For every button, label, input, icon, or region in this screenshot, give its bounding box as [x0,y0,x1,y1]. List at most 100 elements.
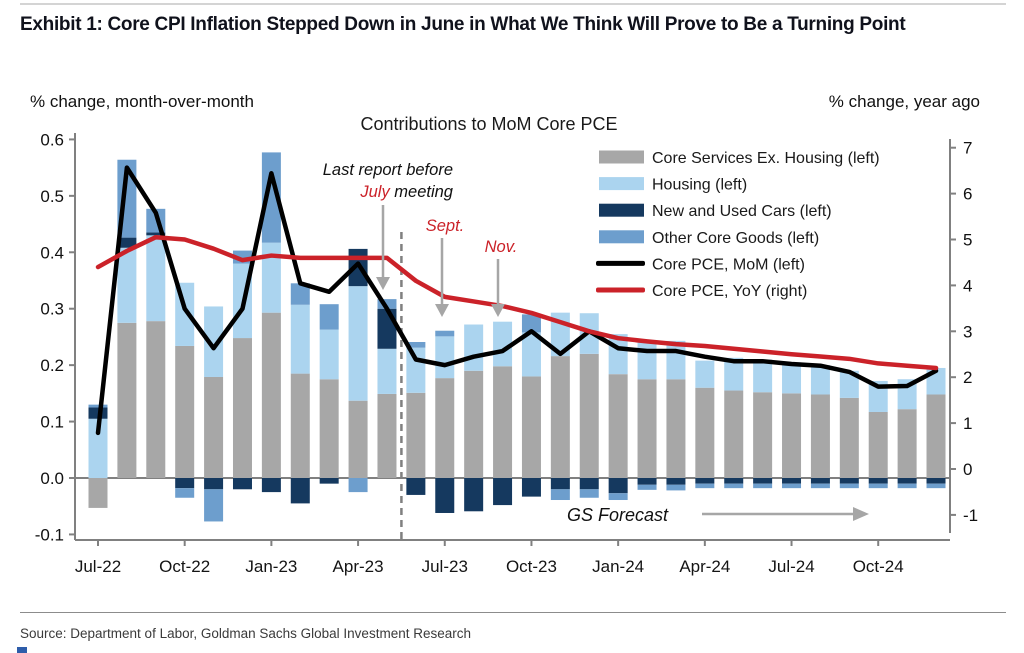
left-tick-label: 0.0 [40,469,64,488]
bar-segment-negative [88,478,108,508]
bar-segment [464,324,484,371]
annotation-arrow-head [435,304,449,317]
right-tick-label: 6 [963,185,972,204]
bar-segment [261,242,281,313]
bar-segment [637,340,657,380]
bar-segment-negative [724,478,744,484]
legend: Core Services Ex. Housing (left) Housing … [596,150,880,300]
bar-segment [637,379,657,478]
bars-group [88,152,946,522]
bar-segment [839,397,859,478]
bar-segment-negative [926,478,946,484]
right-tick-label: 5 [963,231,972,250]
bar-segment-negative [579,489,599,498]
bar-segment [521,332,541,377]
right-tick-label: 2 [963,368,972,387]
bar-segment [435,378,455,478]
bar-segment [204,306,224,377]
bar-segment-negative [521,478,541,497]
x-tick-label: Apr-24 [679,557,730,576]
bar-segment [88,404,108,408]
bar-segment-negative [782,478,802,484]
bar-segment-negative [204,478,224,490]
annotation-sept: Sept. [426,217,465,235]
bar-segment [319,329,339,380]
annotation-nov: Nov. [485,238,518,256]
bar-segment-negative [868,483,888,489]
bar-segment [261,152,281,243]
bar-segment-negative [319,478,339,484]
bar-segment [348,400,368,478]
bar-segment [926,394,946,478]
bar-segment [810,365,830,395]
logo-fragment [17,647,27,653]
bar-segment [753,392,773,478]
bar-segment-negative [579,478,599,490]
bar-segment-negative [261,478,281,493]
legend-swatch [599,150,644,164]
bar-segment [493,366,513,478]
bar-segment-negative [435,478,455,513]
bar-segment [435,336,455,379]
right-tick-label: 0 [963,460,972,479]
bar-segment [175,345,195,478]
left-tick-label: 0.1 [40,413,64,432]
bar-segment-negative [897,478,917,484]
bar-segment [897,409,917,478]
annotation-last-report-line2: July meeting [359,183,453,201]
bar-segment-negative [868,478,888,484]
left-tick-label: 0.3 [40,300,64,319]
legend-line-swatch [596,287,645,293]
bar-segment-negative [839,478,859,484]
bar-segment [146,235,166,322]
bar-segment [117,237,137,248]
x-tick-label: Apr-23 [333,557,384,576]
bar-segment [377,308,397,349]
bar-segment-negative [464,478,484,512]
bar-segment-negative [839,483,859,489]
bar-segment-negative [348,478,368,493]
legend-label: New and Used Cars (left) [652,203,832,220]
left-axis-header: % change, month-over-month [30,92,254,111]
bar-segment [348,286,368,401]
core-pce-yoy-line [95,234,939,371]
bar-segment [521,376,541,478]
x-tick-label: Oct-23 [506,557,557,576]
bar-segment [868,411,888,478]
bar-segment [117,247,137,323]
bar-segment [406,392,426,478]
bar-segment [666,379,686,478]
bar-segment [724,357,744,391]
bar-segment [753,359,773,393]
right-tick-label: 4 [963,276,972,295]
bar-segment [146,321,166,478]
legend-label: Other Core Goods (left) [652,230,819,247]
bar-segment-negative [926,483,946,489]
bar-segment [290,373,310,478]
bar-segment-negative [724,483,744,489]
bar-segment [261,312,281,478]
bar-segment [204,376,224,478]
legend-swatch [599,230,644,244]
left-tick-label: -0.1 [35,525,64,544]
bar-segment [579,353,599,478]
legend-label: Core Services Ex. Housing (left) [652,150,880,167]
bar-segment [464,370,484,478]
left-tick-label: 0.2 [40,356,64,375]
bar-segment-negative [406,478,426,495]
x-tick-label: Jan-23 [245,557,297,576]
x-tick-label: Oct-22 [159,557,210,576]
bar-segment [377,393,397,478]
right-tick-label: 7 [963,139,972,158]
bar-segment-negative [204,489,224,522]
annotations: Last report before July meeting Sept. Nov. G… [323,161,869,525]
legend-label: Core PCE, MoM (left) [652,256,805,273]
bar-segment-negative [810,483,830,489]
legend-label: Housing (left) [652,177,747,194]
bar-segment-negative [290,478,310,504]
right-tick-label: 3 [963,322,972,341]
bar-segment [695,360,715,388]
source-note: Source: Department of Labor, Goldman Sac… [20,626,471,641]
annotation-arrow-head [491,304,505,317]
